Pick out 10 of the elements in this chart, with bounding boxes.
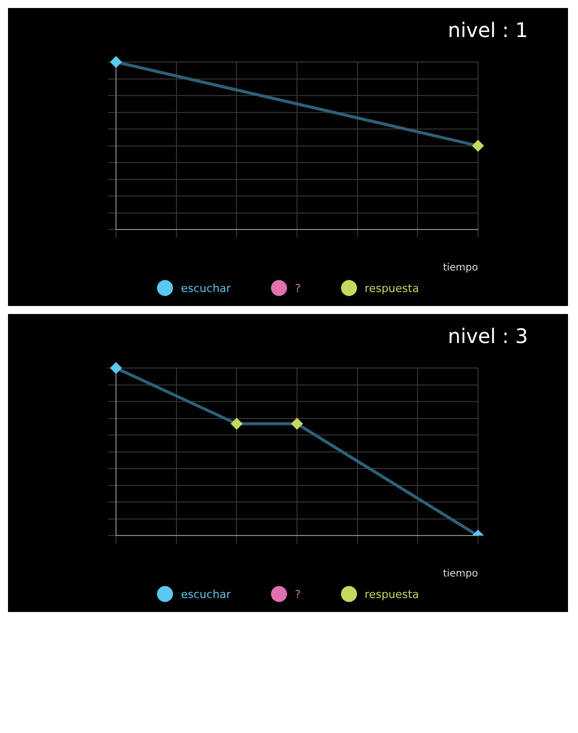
text: respuesta — [364, 588, 419, 600]
text: respuesta — [364, 282, 419, 294]
text: escuchar — [181, 588, 231, 600]
text: ? — [294, 588, 301, 600]
text: ? — [294, 282, 301, 294]
x-axis-title: tiempo — [442, 568, 478, 580]
text: escuchar — [181, 282, 231, 294]
x-axis-title: tiempo — [442, 262, 478, 274]
chart-title: nivel : 1 — [448, 18, 528, 42]
chart-title: nivel : 3 — [448, 324, 528, 348]
